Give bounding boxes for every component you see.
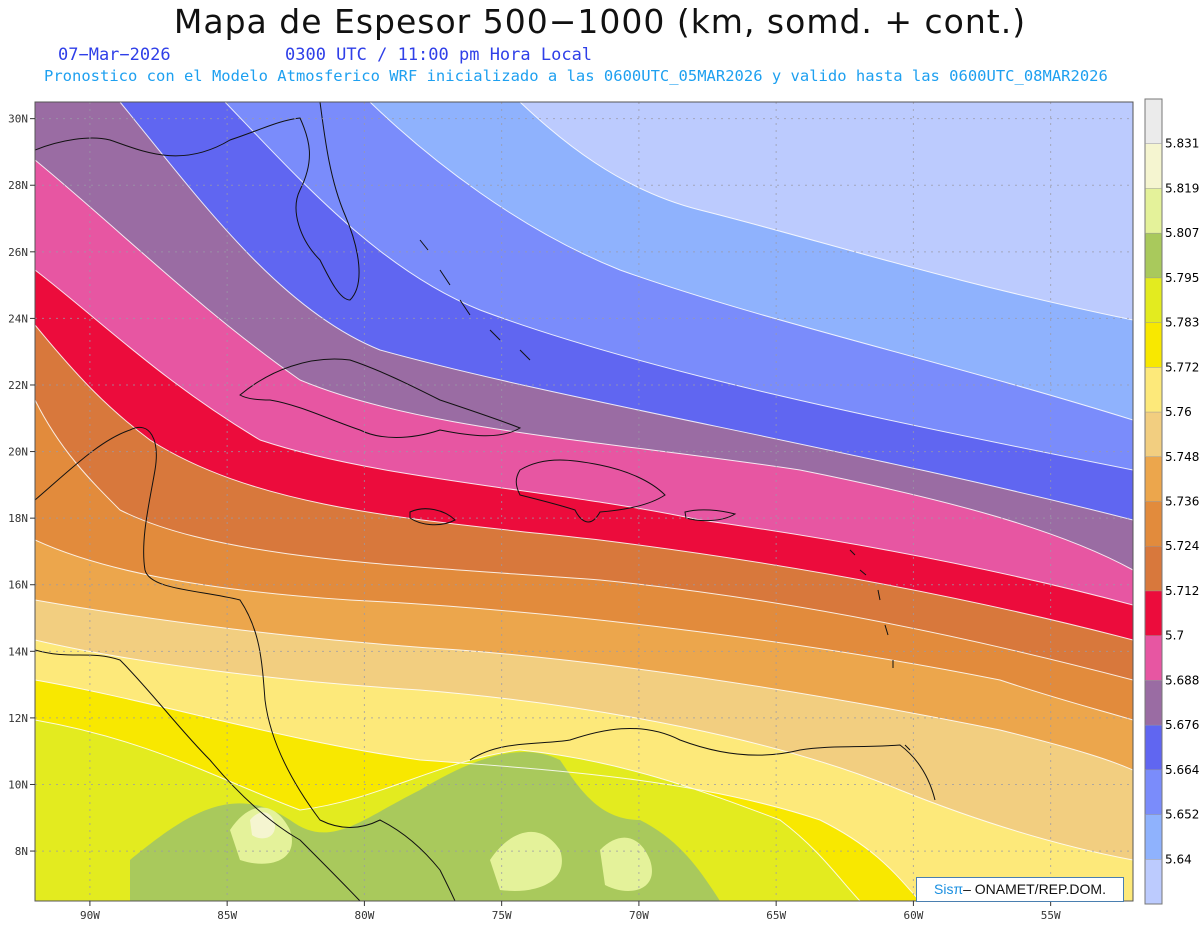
colorbar-swatch [1145,367,1162,413]
lat-tick-label: 18N [8,512,28,525]
forecast-date: 07−Mar−2026 [58,45,171,65]
colorbar-swatch [1145,99,1162,145]
colorbar-swatch [1145,635,1162,681]
colorbar: 5.831 5.819 5.807 5.795 5.783 5.772 5.76 5.748 5… [1144,98,1199,905]
colorbar-swatch [1145,769,1162,816]
lat-tick-label: 28N [8,179,28,192]
colorbar-label: 5.783 [1165,316,1199,330]
lon-tick-label: 65W [766,909,786,922]
thickness-field [35,102,1133,901]
lat-tick-label: 20N [8,446,28,459]
lesser-antilles [849,549,911,751]
lon-tick-label: 80W [354,909,374,922]
colorbar-swatch [1145,814,1162,860]
lat-tick-label: 10N [8,778,28,791]
colorbar-label: 5.772 [1165,360,1199,374]
coast-pacific-ca [35,649,361,901]
thickness-contours [35,102,1133,901]
colorbar-label: 5.76 [1165,405,1192,419]
lat-tick-label: 30N [8,113,28,126]
map-frame [34,101,1134,902]
lat-tick-label: 8N [15,845,28,858]
colorbar-swatch [1145,501,1162,547]
colorbar-label: 5.807 [1165,226,1199,240]
lon-tick-label: 70W [629,909,649,922]
lon-tick-label: 60W [903,909,923,922]
colorbar-label: 5.819 [1165,181,1199,195]
bahamas [419,239,531,361]
colorbar-swatch [1145,680,1162,726]
lat-tick-label: 22N [8,379,28,392]
colorbar-label: 5.676 [1165,718,1199,732]
colorbar-swatch [1145,322,1162,368]
colorbar-label: 5.831 [1165,137,1199,151]
credit-brand: Sisπ [934,881,964,897]
forecast-time: 0300 UTC / 11:00 pm Hora Local [285,45,593,65]
lat-tick-label: 16N [8,579,28,592]
colorbar-swatch [1145,590,1162,637]
lon-tick-label: 75W [492,909,512,922]
band-5819 [230,807,652,892]
coast-puerto-rico [684,509,737,522]
colorbar-label: 5.712 [1165,584,1199,598]
coastlines [35,102,936,901]
credit-org: – ONAMET/REP.DOM. [963,881,1106,897]
colorbar-label: 5.736 [1165,495,1199,509]
lat-tick-label: 26N [8,246,28,259]
lon-tick-label: 55W [1041,909,1061,922]
coast-cuba [239,358,522,438]
colorbar-label: 5.748 [1165,450,1199,464]
lon-tick-label: 90W [80,909,100,922]
colorbar-label: 5.652 [1165,808,1199,822]
colorbar-swatch [1145,188,1162,234]
credit-box: Sisπ– ONAMET/REP.DOM. [916,877,1124,902]
colorbar-swatch [1145,233,1162,279]
colorbar-swatch [1145,412,1162,458]
colorbar-label: 5.688 [1165,673,1199,687]
colorbar-swatch [1145,725,1162,771]
model-run-subtitle: Pronostico con el Modelo Atmosferico WRF… [44,67,1108,85]
lon-tick-label: 85W [217,909,237,922]
colorbar-swatch [1145,859,1162,905]
colorbar-swatch [1145,456,1162,502]
coast-gulf-florida [35,102,360,301]
map-title: Mapa de Espesor 500−1000 (km, somd. + co… [173,2,1027,41]
lat-tick-label: 24N [8,312,28,325]
colorbar-label: 5.64 [1165,852,1192,866]
colorbar-swatch [1145,143,1162,189]
coast-jamaica [409,508,456,526]
lat-tick-label: 14N [8,645,28,658]
longitude-ticks: 90W 85W 80W 75W 70W 65W 60W 55W [80,901,1061,922]
coast-hispaniola [515,459,666,523]
coast-yucatan-central-america [35,427,456,901]
colorbar-label: 5.7 [1165,629,1184,643]
colorbar-label: 5.795 [1165,271,1199,285]
coast-south-america [469,728,936,801]
colorbar-label: 5.724 [1165,539,1199,553]
band-5807 [130,751,720,901]
colorbar-label: 5.664 [1165,763,1199,777]
latitude-ticks: 30N 28N 26N 24N 22N 20N 18N 16N 14N 12N 10N 8N [8,113,35,858]
graticule [35,102,1133,901]
colorbar-swatch [1145,277,1162,324]
lat-tick-label: 12N [8,712,28,725]
colorbar-swatch [1145,546,1162,592]
